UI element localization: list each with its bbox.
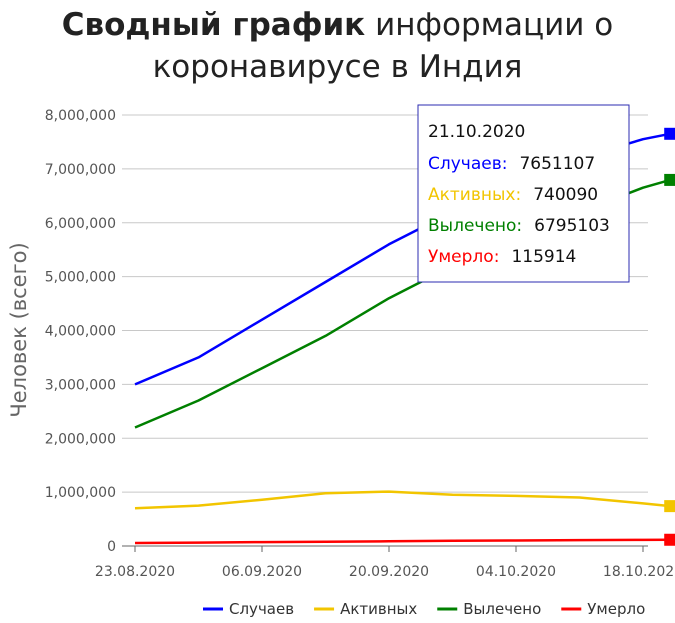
- y-tick-label: 8,000,000: [45, 108, 116, 124]
- y-axis-label: Человек (всего): [7, 242, 31, 417]
- tooltip-row-label: Активных:: [428, 185, 521, 205]
- series-line-Умерло: [134, 538, 671, 545]
- tooltip-row-label: Вылечено:: [428, 216, 522, 236]
- tooltip-box: [417, 104, 630, 283]
- legend-label-Случаев: Случаев: [229, 600, 294, 618]
- tooltip-row-value: 740090: [533, 185, 598, 205]
- y-tick-label: 7,000,000: [45, 162, 116, 178]
- legend: Случаев Активных Вылечено Умерло: [203, 600, 645, 618]
- y-tick-label: 0: [107, 539, 116, 555]
- series-line-Активных: [134, 490, 671, 510]
- x-axis-ticks: 23.08.2020 06.09.2020 20.09.2020 04.10.2020…: [95, 546, 675, 580]
- y-tick-label: 5,000,000: [45, 270, 116, 286]
- y-tick-label: 2,000,000: [45, 431, 116, 447]
- point-marker-Активных: [664, 500, 675, 513]
- y-tick-label: 1,000,000: [45, 485, 116, 501]
- tooltip-row-value: 115914: [511, 247, 576, 267]
- tooltip-row-label: Умерло:: [428, 247, 499, 267]
- x-tick-label: 18.10.2020: [603, 564, 675, 580]
- grid-lines: [122, 114, 648, 547]
- legend-label-Активных: Активных: [340, 600, 417, 618]
- tooltip-date: 21.10.2020: [428, 122, 525, 142]
- x-tick-label: 20.09.2020: [349, 564, 429, 580]
- chart-title-line2: коронавирусе в Индия: [152, 49, 523, 85]
- tooltip-row-label: Случаев:: [428, 154, 507, 174]
- y-axis-ticks: 0 1,000,000 2,000,000 3,000,000 4,000,000 5,0…: [45, 108, 116, 555]
- y-tick-label: 3,000,000: [45, 377, 116, 393]
- point-marker-Случаев: [664, 127, 675, 140]
- legend-label-Вылечено: Вылечено: [463, 600, 541, 618]
- chart-title-bold: Сводный график: [61, 7, 366, 43]
- tooltip-row-value: 6795103: [534, 216, 610, 236]
- x-tick-label: 04.10.2020: [476, 564, 556, 580]
- y-tick-label: 4,000,000: [45, 324, 116, 340]
- x-tick-label: 23.08.2020: [95, 564, 175, 580]
- tooltip: 21.10.2020 Случаев: 7651107 Активных: 740090…: [417, 104, 630, 283]
- point-marker-Умерло: [664, 533, 675, 546]
- point-marker-Вылечено: [664, 173, 675, 186]
- y-tick-label: 6,000,000: [45, 216, 116, 232]
- x-tick-label: 06.09.2020: [222, 564, 302, 580]
- chart-title: Сводный график информации о коронавирусе…: [0, 4, 675, 88]
- legend-label-Умерло: Умерло: [587, 600, 645, 618]
- chart-title-rest: информации о: [365, 7, 614, 43]
- tooltip-row-value: 7651107: [519, 154, 595, 174]
